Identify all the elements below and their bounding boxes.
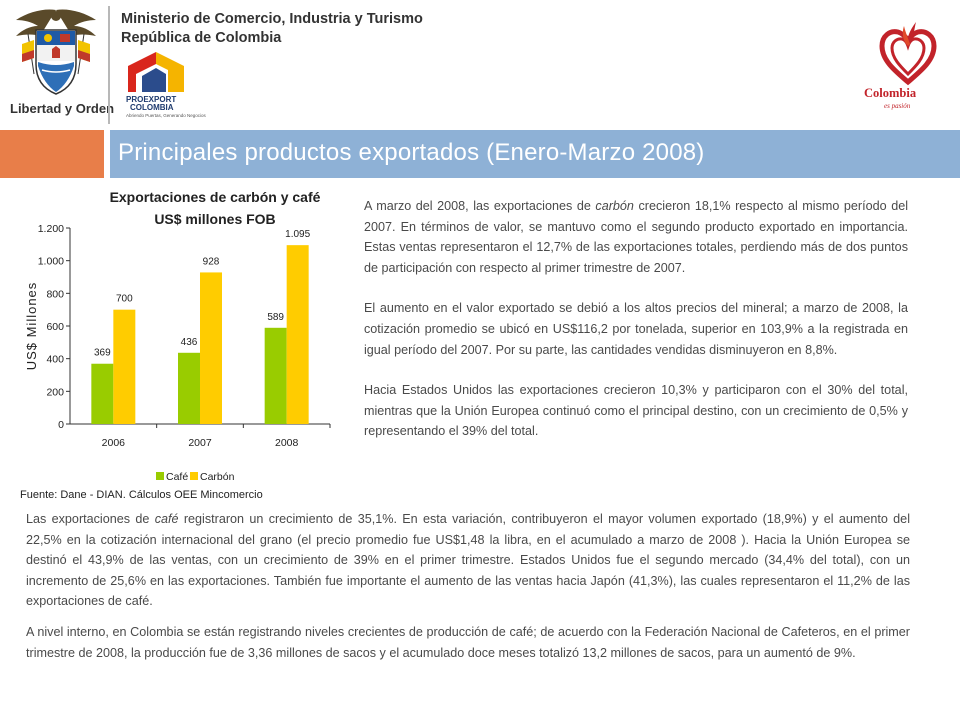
y-tick-label: 0: [58, 419, 64, 431]
bar-data-label: 369: [94, 348, 111, 359]
bar-carbon-2007: [200, 272, 222, 424]
legend-swatch-0: [156, 472, 164, 480]
bar-data-label: 589: [267, 312, 284, 323]
y-tick-label: 600: [46, 321, 64, 333]
legend-swatch-1: [190, 472, 198, 480]
proexport-logo: [126, 48, 186, 94]
proexport-country: COLOMBIA: [130, 103, 174, 112]
header-divider: [108, 6, 110, 124]
y-tick-label: 1.200: [38, 223, 64, 235]
bar-data-label: 700: [116, 294, 133, 305]
proexport-name: PROEXPORT: [126, 95, 177, 104]
right-paragraph-3: Hacia Estados Unidos las exportaciones c…: [364, 383, 908, 439]
bar-cafe-2006: [91, 363, 114, 424]
brand-tagline: es pasión: [884, 102, 911, 110]
bar-data-label: 436: [181, 337, 198, 348]
page-title: Principales productos exportados (Enero-…: [118, 139, 705, 166]
y-tick-label: 1.000: [38, 256, 64, 268]
proexport-wordmark: PROEXPORT COLOMBIA Abriendo Puertas, Gen…: [126, 96, 206, 120]
emphasized-word: carbón: [595, 199, 634, 213]
x-tick-label: 2008: [275, 437, 299, 449]
y-tick-label: 800: [46, 288, 64, 300]
bottom-paragraph-1: Las exportaciones de café registraron un…: [26, 512, 910, 609]
chart-title-line-2: US$ millones FOB: [154, 211, 276, 227]
bar-cafe-2008: [264, 327, 287, 424]
bar-carbon-2008: [286, 245, 309, 424]
title-accent-block: [0, 130, 104, 178]
bar-data-label: 1.095: [285, 229, 310, 240]
bar-cafe-2007: [178, 352, 200, 424]
emphasized-word: café: [154, 512, 179, 526]
colombia-brand-logo: [872, 18, 944, 88]
chart-title-line-1: Exportaciones de carbón y café: [109, 189, 321, 205]
legend-label: Carbón: [200, 471, 235, 483]
proexport-tagline: Abriendo Puertas, Generando Negocios: [126, 113, 206, 118]
brand-name: Colombia: [864, 86, 917, 100]
legend-label: Café: [166, 471, 188, 483]
ministry-line-1: Ministerio de Comercio, Industria y Turi…: [121, 11, 423, 27]
bar-chart: 0 200 400 600 800 1.000 1.200 US$ Millones 369 70…: [24, 223, 331, 483]
chart-source: Fuente: Dane - DIAN. Cálculos OEE Mincom…: [20, 489, 263, 501]
right-paragraph-2: El aumento en el valor exportado se debi…: [364, 301, 908, 357]
x-tick-label: 2007: [188, 437, 212, 449]
x-tick-label: 2006: [102, 437, 126, 449]
right-paragraph-1: A marzo del 2008, las exportaciones de c…: [364, 199, 908, 275]
right-text-block: A marzo del 2008, las exportaciones de c…: [364, 196, 908, 442]
ministry-line-2: República de Colombia: [121, 30, 282, 46]
bar-data-label: 928: [203, 256, 220, 267]
bar-carbon-2006: [113, 309, 136, 424]
coat-of-arms-logo: [8, 4, 104, 100]
coat-of-arms-motto: Libertad y Orden: [10, 101, 115, 116]
bottom-paragraph-2: A nivel interno, en Colombia se están re…: [26, 624, 910, 660]
y-tick-label: 200: [46, 386, 64, 398]
ministry-name: Ministerio de Comercio, Industria y Turi…: [121, 10, 423, 48]
bottom-text-block: Las exportaciones de café registraron un…: [26, 509, 910, 663]
y-tick-label: 400: [46, 354, 64, 366]
y-axis-label: US$ Millones: [24, 282, 39, 371]
title-band: [110, 130, 960, 178]
